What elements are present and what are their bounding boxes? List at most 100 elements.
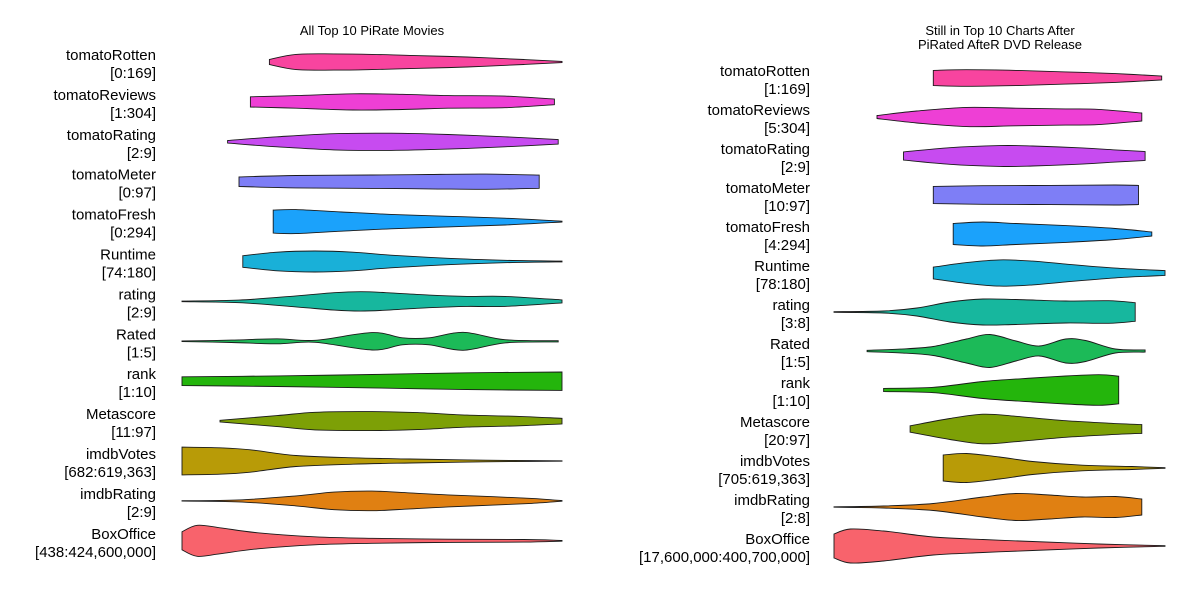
violin-imdbRating: [181, 490, 563, 512]
variable-name-label: rating: [118, 286, 156, 303]
violin-rank: [181, 371, 563, 391]
violin-row-tomatoMeter: tomatoMeter[10:97]: [726, 180, 1139, 215]
variable-range-label: [1:5]: [127, 344, 156, 361]
variable-name-label: imdbRating: [80, 486, 156, 503]
violin-BoxOffice: [181, 524, 563, 557]
variable-name-label: tomatoMeter: [72, 167, 156, 184]
variable-name-label: tomatoMeter: [726, 180, 810, 197]
violin-imdbVotes: [942, 453, 1166, 483]
variable-name-label: imdbVotes: [740, 453, 810, 470]
variable-range-label: [0:169]: [110, 65, 156, 82]
violin-row-imdbVotes: imdbVotes[682:619,363]: [64, 446, 563, 481]
violin-Runtime: [932, 259, 1166, 287]
violin-row-tomatoFresh: tomatoFresh[4:294]: [726, 219, 1153, 254]
violin-row-rank: rank[1:10]: [772, 374, 1120, 410]
variable-range-label: [74:180]: [102, 265, 156, 282]
violin-row-rank: rank[1:10]: [118, 366, 563, 401]
violin-row-imdbVotes: imdbVotes[705:619,363]: [718, 453, 1166, 488]
violin-row-Metascore: Metascore[20:97]: [740, 413, 1143, 449]
violin-row-tomatoRotten: tomatoRotten[0:169]: [66, 47, 563, 82]
violin-Rated: [866, 334, 1146, 368]
violin-row-Rated: Rated[1:5]: [770, 334, 1146, 371]
variable-range-label: [1:169]: [764, 81, 810, 98]
variable-range-label: [1:10]: [118, 384, 156, 401]
variable-range-label: [2:9]: [127, 504, 156, 521]
violin-rating: [833, 298, 1136, 326]
variable-name-label: Runtime: [754, 258, 810, 275]
violin-row-tomatoFresh: tomatoFresh[0:294]: [72, 207, 563, 242]
violin-row-Rated: Rated[1:5]: [116, 326, 559, 361]
violin-Runtime: [242, 250, 563, 273]
variable-name-label: BoxOffice: [91, 526, 156, 543]
violin-rank: [883, 374, 1120, 406]
violin-tomatoFresh: [952, 221, 1153, 247]
variable-name-label: tomatoRotten: [66, 47, 156, 64]
variable-name-label: rating: [772, 297, 810, 314]
violin-tomatoFresh: [272, 209, 563, 235]
violin-row-Runtime: Runtime[78:180]: [754, 258, 1166, 293]
variable-name-label: tomatoReviews: [53, 87, 156, 104]
variable-range-label: [1:5]: [781, 354, 810, 371]
variable-range-label: [5:304]: [764, 120, 810, 137]
violin-row-tomatoRotten: tomatoRotten[1:169]: [720, 63, 1163, 98]
variable-name-label: tomatoRotten: [720, 63, 810, 80]
violin-row-rating: rating[2:9]: [118, 286, 563, 321]
variable-name-label: tomatoReviews: [707, 102, 810, 119]
violin-row-BoxOffice: BoxOffice[438:424,600,000]: [35, 524, 563, 561]
variable-range-label: [1:304]: [110, 105, 156, 122]
violin-row-rating: rating[3:8]: [772, 297, 1136, 332]
variable-range-label: [17,600,000:400,700,000]: [639, 549, 810, 566]
violin-imdbVotes: [181, 446, 563, 476]
variable-name-label: rank: [781, 375, 811, 392]
violin-tomatoReviews: [876, 106, 1143, 128]
variable-name-label: Rated: [116, 326, 156, 343]
violin-tomatoRating: [903, 145, 1146, 167]
violin-row-imdbRating: imdbRating[2:9]: [80, 486, 563, 521]
violin-row-Metascore: Metascore[11:97]: [86, 406, 563, 441]
variable-range-label: [10:97]: [764, 198, 810, 215]
variable-range-label: [78:180]: [756, 276, 810, 293]
violin-row-imdbRating: imdbRating[2:8]: [734, 492, 1143, 527]
variable-range-label: [4:294]: [764, 237, 810, 254]
variable-name-label: Rated: [770, 336, 810, 353]
variable-name-label: Metascore: [86, 406, 156, 423]
violin-row-tomatoRating: tomatoRating[2:9]: [67, 127, 559, 162]
variable-name-label: Runtime: [100, 247, 156, 264]
variable-name-label: tomatoRating: [67, 127, 156, 144]
violin-imdbRating: [833, 493, 1143, 521]
variable-range-label: [2:8]: [781, 510, 810, 527]
violin-tomatoRotten: [932, 69, 1163, 87]
variable-name-label: rank: [127, 366, 157, 383]
variable-range-label: [0:97]: [118, 185, 156, 202]
variable-range-label: [0:294]: [110, 225, 156, 242]
variable-name-label: tomatoFresh: [726, 219, 810, 236]
variable-range-label: [2:9]: [127, 145, 156, 162]
variable-range-label: [705:619,363]: [718, 471, 810, 488]
variable-range-label: [3:8]: [781, 315, 810, 332]
variable-range-label: [682:619,363]: [64, 464, 156, 481]
violin-tomatoReviews: [249, 93, 555, 111]
variable-name-label: Metascore: [740, 414, 810, 431]
variable-range-label: [1:10]: [772, 393, 810, 410]
variable-name-label: BoxOffice: [745, 531, 810, 548]
violin-rating: [181, 291, 563, 312]
panel-title: All Top 10 PiRate Movies: [300, 23, 445, 38]
violin-tomatoRotten: [268, 53, 563, 71]
variable-name-label: tomatoFresh: [72, 207, 156, 224]
variable-range-label: [2:9]: [781, 159, 810, 176]
panel-title: Still in Top 10 Charts After: [925, 23, 1075, 38]
variable-range-label: [20:97]: [764, 432, 810, 449]
violin-Metascore: [219, 411, 563, 432]
violin-row-tomatoRating: tomatoRating[2:9]: [721, 141, 1146, 176]
variable-range-label: [2:9]: [127, 304, 156, 321]
variable-range-label: [11:97]: [111, 424, 156, 441]
variable-range-label: [438:424,600,000]: [35, 544, 156, 561]
violin-BoxOffice: [833, 528, 1166, 564]
violin-tomatoMeter: [932, 184, 1139, 206]
violin-tomatoRating: [227, 132, 559, 151]
violin-panel-1: All Top 10 PiRate Movies tomatoRotten[0:1…: [35, 23, 563, 561]
variable-name-label: tomatoRating: [721, 141, 810, 158]
violin-row-tomatoReviews: tomatoReviews[1:304]: [53, 87, 555, 122]
